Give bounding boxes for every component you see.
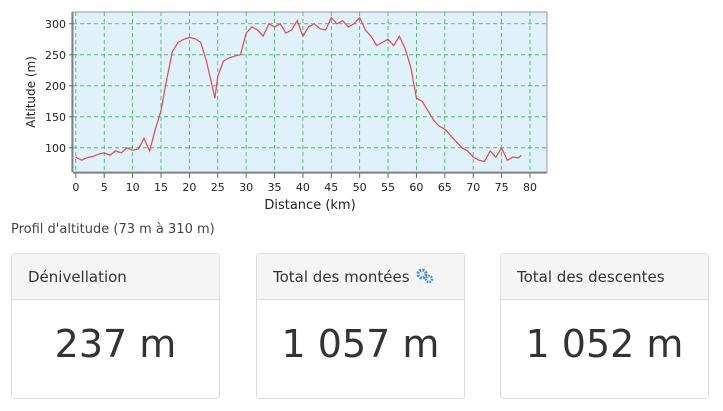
card-header: Total des montées bbox=[257, 254, 464, 300]
stat-card: Total des montées 1 057 m bbox=[256, 253, 465, 399]
x-tick-label: 60 bbox=[409, 181, 423, 194]
x-tick-label: 10 bbox=[126, 181, 140, 194]
settings-icon[interactable] bbox=[416, 268, 434, 284]
stat-card: Total des descentes 1 052 m bbox=[500, 253, 709, 399]
y-tick-label: 200 bbox=[45, 80, 66, 93]
y-tick-label: 100 bbox=[45, 142, 66, 155]
card-value: 237 m bbox=[54, 322, 177, 366]
card-title: Dénivellation bbox=[28, 268, 127, 286]
x-tick-label: 40 bbox=[296, 181, 310, 194]
x-tick-label: 80 bbox=[523, 181, 537, 194]
plot-area bbox=[72, 11, 548, 173]
x-tick-label: 75 bbox=[495, 181, 509, 194]
card-header: Total des descentes bbox=[501, 254, 708, 300]
card-title: Total des montées bbox=[273, 268, 410, 286]
card-header: Dénivellation bbox=[12, 254, 219, 300]
y-tick-label: 250 bbox=[45, 49, 66, 62]
x-tick-label: 45 bbox=[324, 181, 338, 194]
y-tick-label: 150 bbox=[45, 111, 66, 124]
card-value: 1 052 m bbox=[525, 322, 684, 366]
x-tick-label: 55 bbox=[381, 181, 395, 194]
x-tick-label: 65 bbox=[438, 181, 452, 194]
x-axis-label: Distance (km) bbox=[264, 198, 355, 213]
x-tick-label: 0 bbox=[72, 181, 79, 194]
elevation-line bbox=[75, 16, 522, 163]
x-tick-label: 25 bbox=[211, 181, 225, 194]
card-value: 1 057 m bbox=[281, 322, 440, 366]
x-tick-label: 20 bbox=[182, 181, 196, 194]
elevation-chart: 100 150 200 250 300 0 5 10 15 20 25 30 35 40 45 50 55 60 6… bbox=[24, 11, 548, 213]
x-tick-label: 70 bbox=[466, 181, 480, 194]
stat-card: Dénivellation 237 m bbox=[11, 253, 220, 399]
x-tick-label: 50 bbox=[353, 181, 367, 194]
x-tick-label: 35 bbox=[268, 181, 282, 194]
y-axis-label: Altitude (m) bbox=[24, 56, 38, 128]
caption: Profil d'altitude (73 m à 310 m) bbox=[11, 222, 215, 237]
y-tick-label: 300 bbox=[45, 18, 66, 31]
x-tick-label: 5 bbox=[101, 181, 108, 194]
x-tick-label: 30 bbox=[239, 181, 253, 194]
x-tick-label: 15 bbox=[154, 181, 168, 194]
card-title: Total des descentes bbox=[517, 268, 665, 286]
